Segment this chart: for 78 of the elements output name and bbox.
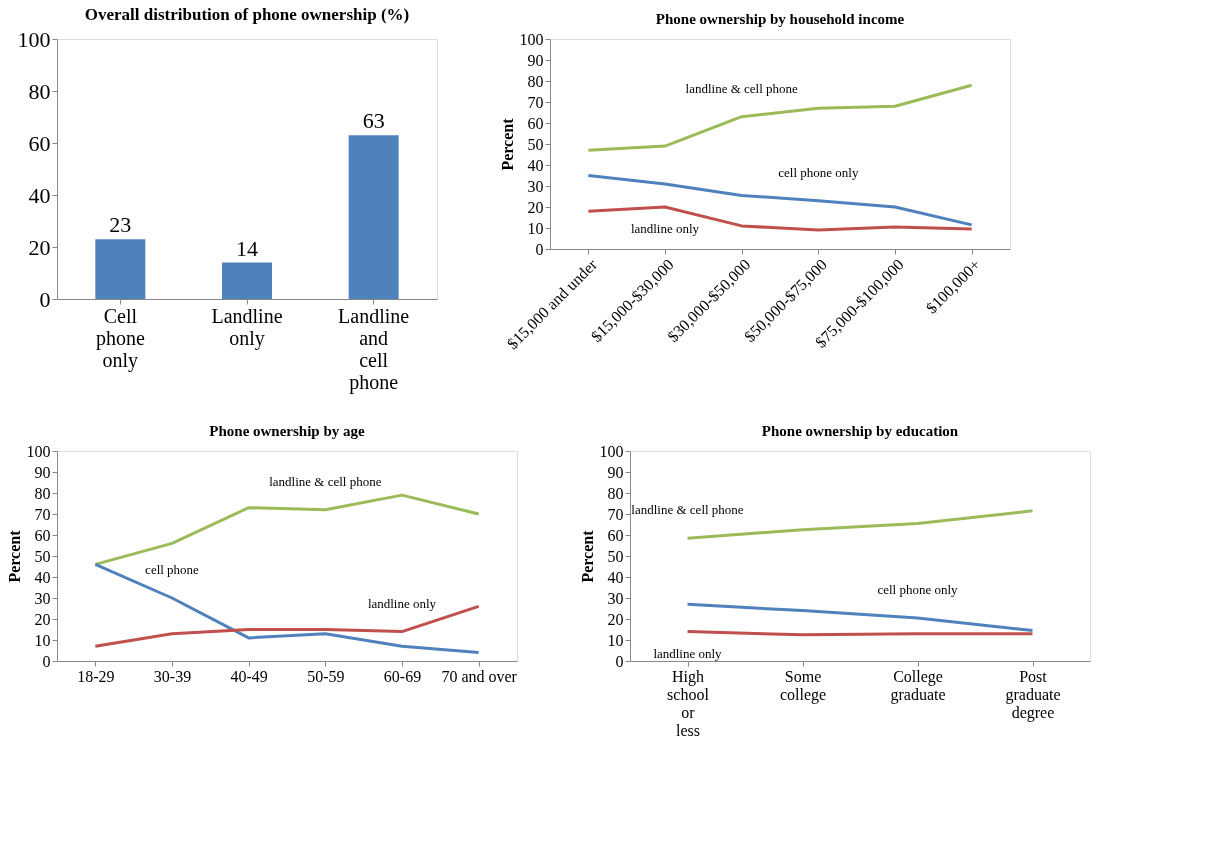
- bar: [95, 239, 146, 299]
- annotation: cell phone only: [877, 581, 959, 597]
- y-tick-label: 20: [527, 198, 544, 216]
- y-axis-title: Percent: [578, 529, 596, 583]
- x-tick-label: 40-49: [230, 667, 268, 685]
- y-tick-label: 0: [535, 240, 544, 258]
- data-label: 63: [362, 108, 385, 134]
- x-tick-label: Some college: [779, 667, 827, 704]
- y-tick-label: 60: [28, 130, 51, 156]
- data-label: 14: [236, 235, 258, 261]
- x-tick-label: Post graduate degree: [1005, 667, 1061, 722]
- y-tick-label: 40: [607, 568, 624, 586]
- y-tick-label: 100: [26, 442, 51, 460]
- annotation: landline & cell phone: [269, 473, 382, 489]
- y-tick-label: 90: [607, 463, 624, 481]
- y-tick-label: 30: [527, 177, 544, 195]
- y-tick-label: 90: [527, 51, 544, 69]
- line-series: [586, 83, 974, 152]
- y-tick-label: 100: [599, 442, 624, 460]
- annotation: landline only: [653, 645, 723, 661]
- y-tick-label: 30: [34, 589, 51, 607]
- y-tick-label: 30: [607, 589, 624, 607]
- y-tick-label: 100: [17, 26, 51, 52]
- y-tick-label: 60: [607, 526, 624, 544]
- y-tick-label: 60: [34, 526, 51, 544]
- y-tick-label: 20: [607, 610, 624, 628]
- y-tick-label: 0: [42, 652, 51, 670]
- x-tick-label: Landline and cell phone: [338, 304, 410, 394]
- y-tick-label: 80: [607, 484, 624, 502]
- x-tick-label: Landline only: [211, 304, 283, 350]
- y-tick-label: 40: [28, 182, 51, 208]
- y-tick-label: 20: [34, 610, 51, 628]
- x-tick-label: College graduate: [890, 667, 946, 704]
- annotation: landline only: [367, 595, 437, 611]
- line-series: [686, 602, 1034, 633]
- y-tick-label: 40: [527, 156, 544, 174]
- y-tick-label: 50: [527, 135, 544, 153]
- data-label: 23: [109, 212, 132, 238]
- y-tick-label: 70: [34, 505, 51, 523]
- y-tick-label: 100: [519, 30, 544, 48]
- chart-title: Phone ownership by age: [209, 423, 366, 439]
- y-tick-label: 0: [615, 652, 624, 670]
- bar: [222, 262, 272, 299]
- chart-title: Phone ownership by household income: [655, 11, 905, 27]
- y-tick-label: 20: [28, 234, 51, 260]
- y-tick-label: 10: [607, 631, 624, 649]
- x-tick-label: 70 and over: [441, 667, 518, 685]
- y-tick-label: 50: [607, 547, 624, 565]
- line-series: [93, 493, 481, 566]
- y-tick-label: 80: [34, 484, 51, 502]
- annotation: landline & cell phone: [631, 502, 744, 518]
- y-tick-label: 10: [527, 219, 544, 237]
- annotation: landline & cell phone: [685, 80, 799, 96]
- annotation: cell phone: [145, 562, 200, 577]
- y-tick-label: 0: [39, 286, 51, 312]
- y-tick-label: 80: [28, 78, 51, 104]
- y-tick-label: 70: [527, 93, 544, 111]
- x-tick-label: 18-29: [77, 667, 115, 685]
- y-tick-label: 60: [527, 114, 544, 132]
- chart-title: Overall distribution of phone ownership (%): [84, 5, 410, 24]
- y-axis-title: Percent: [5, 529, 23, 583]
- x-tick-label: Cell phone only: [95, 304, 145, 372]
- annotation: landline only: [630, 221, 700, 236]
- y-axis-title: Percent: [498, 117, 516, 171]
- annotation: cell phone only: [778, 164, 859, 180]
- y-tick-label: 80: [527, 72, 544, 90]
- bar: [348, 135, 399, 299]
- line-series: [93, 562, 481, 655]
- x-tick-label: High school or less: [667, 667, 710, 739]
- x-tick-label: 30-39: [153, 667, 192, 685]
- x-tick-label: 50-59: [307, 667, 345, 685]
- y-tick-label: 40: [34, 568, 51, 586]
- y-tick-label: 90: [34, 463, 51, 481]
- y-tick-label: 50: [34, 547, 51, 565]
- y-tick-label: 70: [607, 505, 624, 523]
- chart-title: Phone ownership by education: [761, 423, 959, 439]
- x-tick-label: 60-69: [383, 667, 422, 685]
- y-tick-label: 10: [34, 631, 51, 649]
